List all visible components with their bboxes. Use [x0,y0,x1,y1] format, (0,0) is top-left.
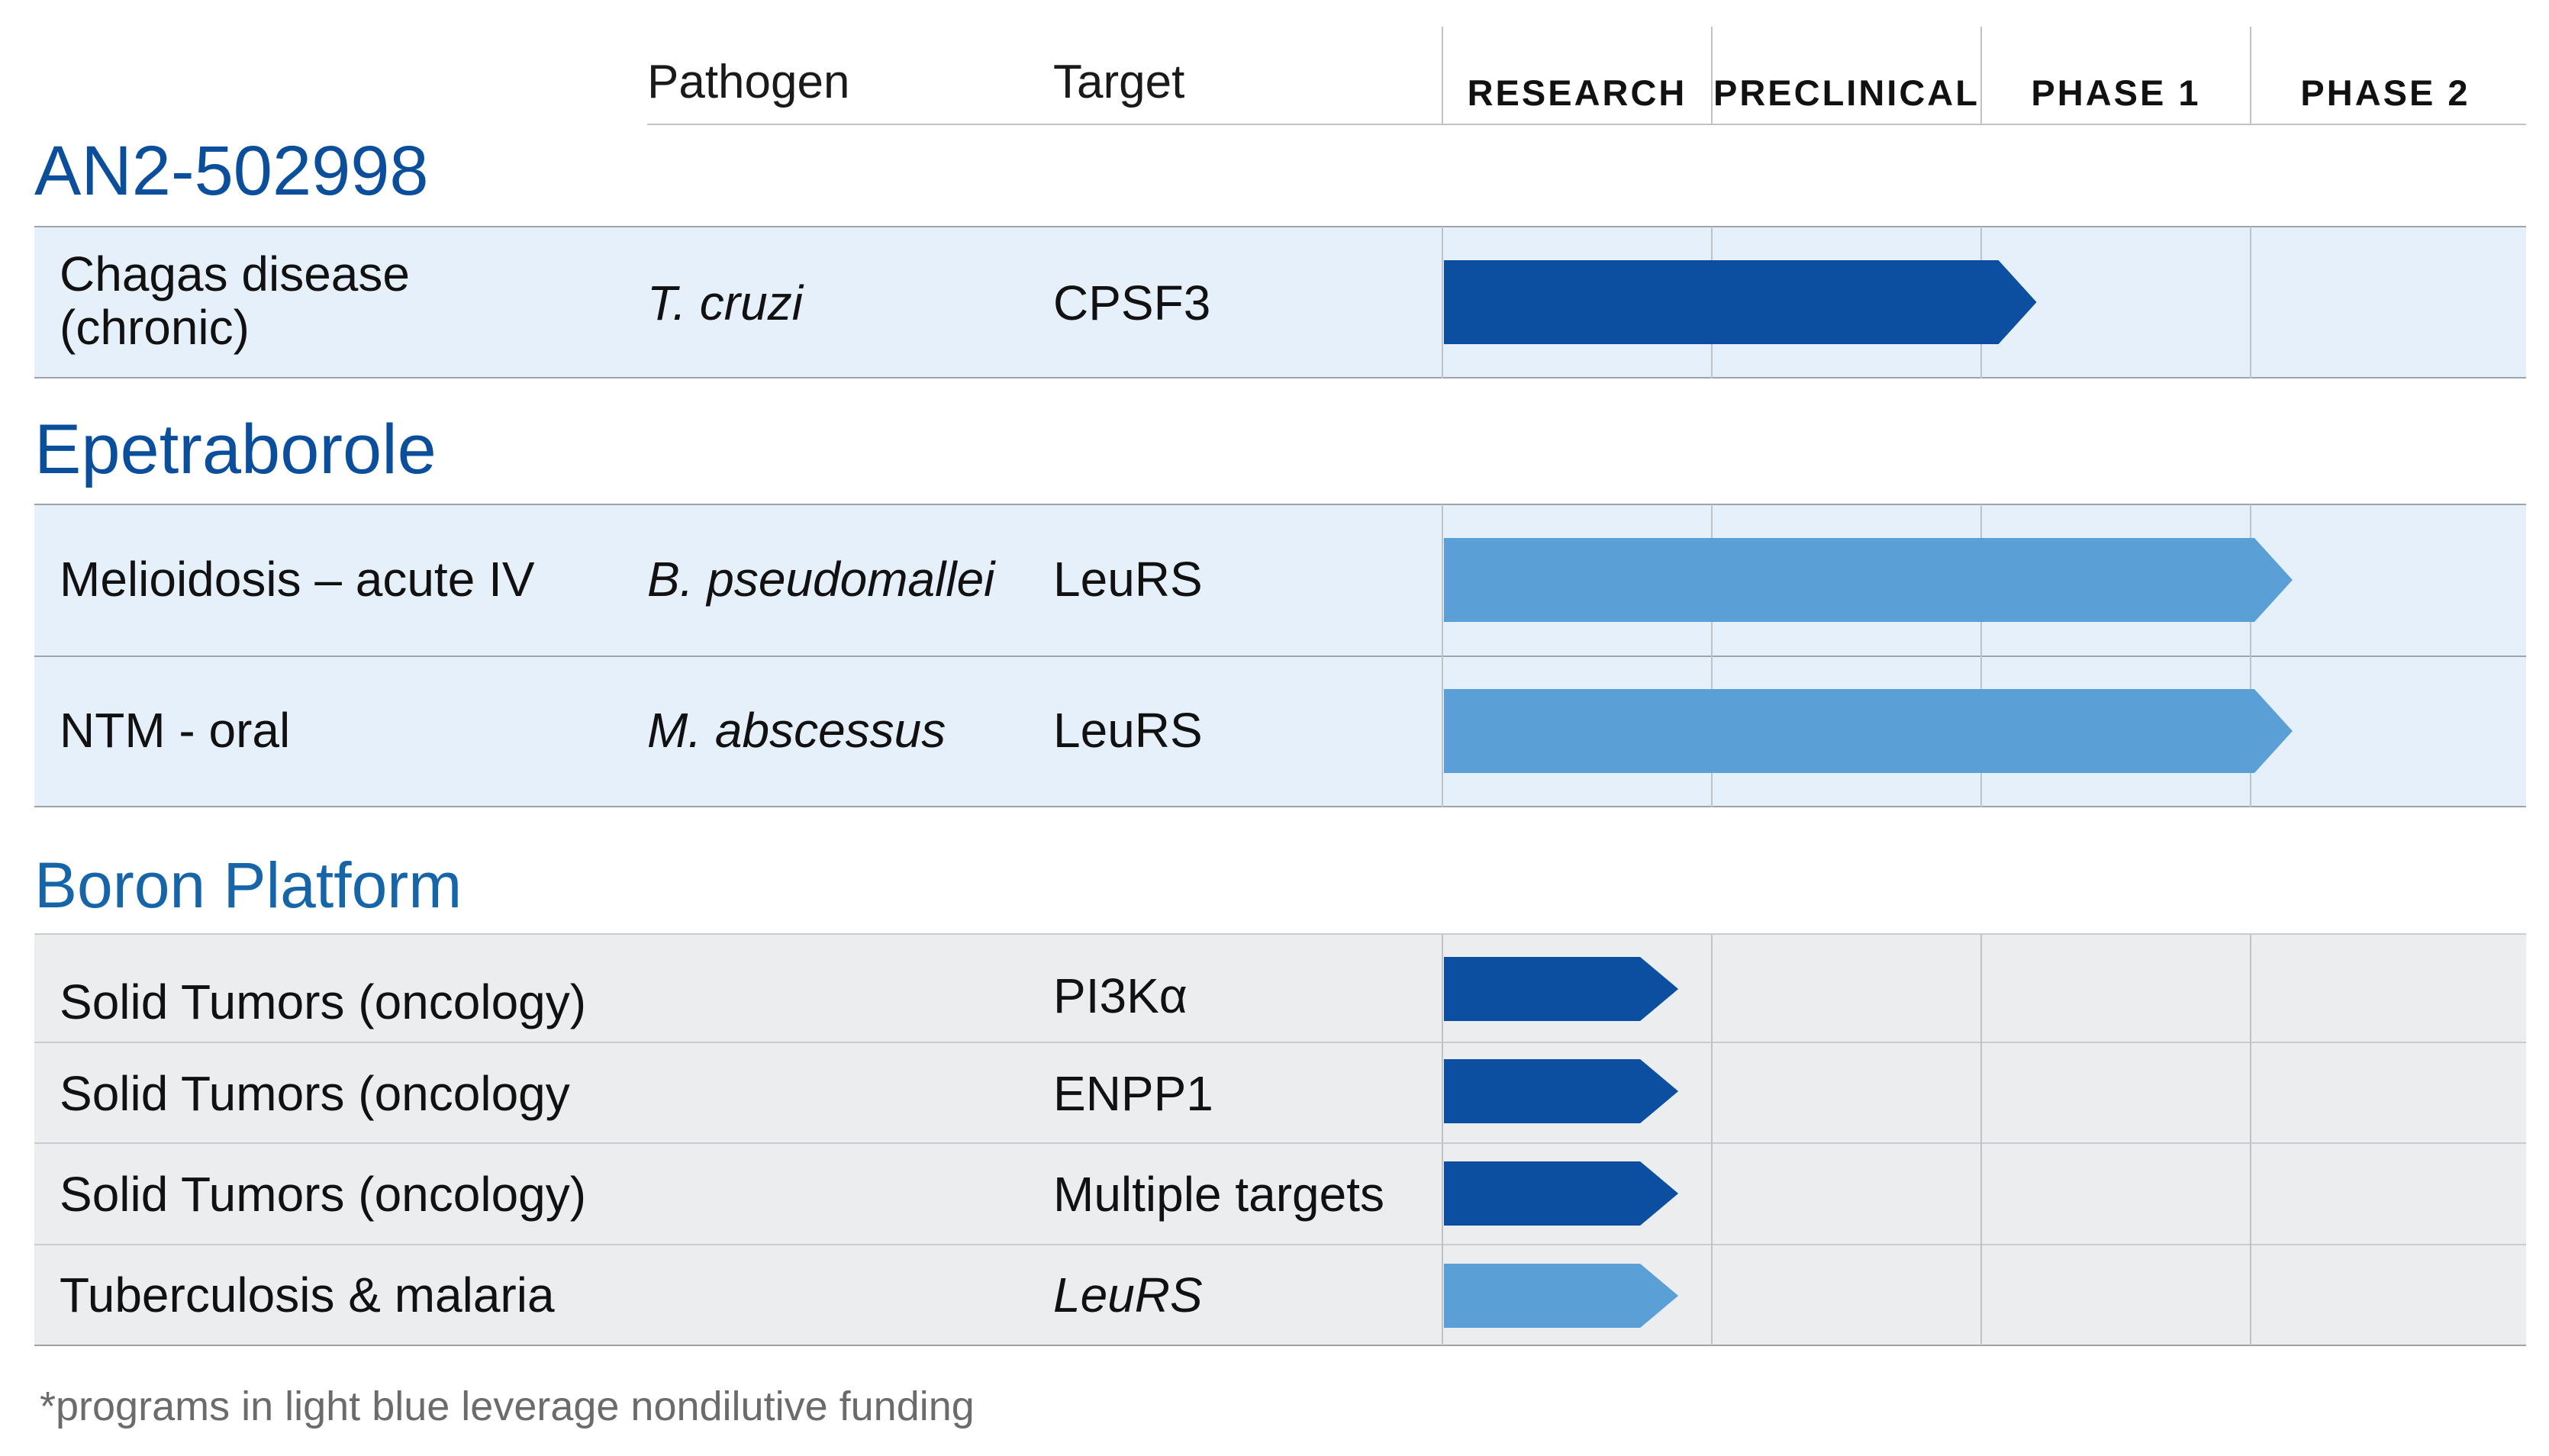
phase-divider [2250,227,2251,378]
target-cell: ENPP1 [1053,1066,1213,1121]
progress-arrow [1444,957,1679,1021]
progress-bar-melioidosis [1444,538,2293,622]
group-title-an2-502998: AN2-502998 [34,132,429,210]
row-top-border [34,933,2526,935]
target-cell: LeuRS [1053,703,1203,758]
phase-header-research: RESEARCH [1467,72,1687,113]
progress-arrow [1444,538,2293,622]
progress-bar-pi3k [1444,957,1679,1021]
target-cell: LeuRS [1053,552,1203,607]
progress-arrow [1444,260,2037,344]
target-column-header: Target [1053,56,1185,108]
header-divider [1442,27,1443,124]
progress-bar-multiple-targets [1444,1161,1679,1226]
phase-divider [1980,934,1982,1345]
phase-header-preclinical: PRECLINICAL [1713,72,1980,113]
progress-arrow [1444,1059,1679,1123]
progress-bar-ntm [1444,689,2293,773]
row-bottom-border [34,377,2526,378]
progress-bar-chagas [1444,260,2037,344]
header-divider [1980,27,1982,124]
row-top-border [34,504,2526,505]
target-cell: CPSF3 [1053,275,1211,330]
target-cell: LeuRS [1053,1268,1203,1322]
phase-divider [1711,504,1713,807]
target-cell: PI3Kα [1053,968,1187,1023]
pathogen-cell: M. abscessus [647,703,946,758]
group-title-epetraborole: Epetraborole [34,411,437,488]
target-cell: Multiple targets [1053,1167,1384,1222]
pathogen-cell: T. cruzi [647,275,803,330]
header-divider [2250,27,2251,124]
phase-divider [1442,227,1443,378]
progress-arrow [1444,1161,1679,1226]
row-bottom-border [34,806,2526,807]
indication-cell: Melioidosis – acute IV [60,552,535,607]
header-underline [647,124,2526,125]
indication-cell: Chagas disease (chronic) [60,246,410,355]
row-divider [34,1244,2526,1245]
row-top-border [34,226,2526,227]
phase-divider [1442,504,1443,807]
row-divider [34,1142,2526,1144]
progress-arrow [1444,1264,1679,1328]
group-band-boron [34,934,2526,1345]
pathogen-column-header: Pathogen [647,56,850,108]
indication-cell: Solid Tumors (oncology) [60,974,587,1029]
phase-divider [1980,504,1982,807]
indication-cell: NTM - oral [60,703,291,758]
indication-cell: Solid Tumors (oncology [60,1066,570,1121]
group-title-boron-platform: Boron Platform [34,849,462,921]
phase-divider [1442,934,1443,1345]
phase-header-phase-1: PHASE 1 [2031,72,2201,113]
progress-bar-enpp1 [1444,1059,1679,1123]
indication-cell: Solid Tumors (oncology) [60,1167,587,1222]
header-divider [1711,27,1713,124]
phase-divider [2250,504,2251,807]
progress-arrow [1444,689,2293,773]
progress-bar-tb-malaria [1444,1264,1679,1328]
pathogen-cell: B. pseudomallei [647,552,995,607]
row-bottom-border [34,1345,2526,1346]
phase-divider [2250,934,2251,1345]
footnote: *programs in light blue leverage nondilu… [40,1384,975,1429]
row-divider [34,656,2526,657]
row-divider [34,1042,2526,1043]
group-band-an2 [34,227,2526,378]
phase-header-phase-2: PHASE 2 [2300,72,2470,113]
phase-divider [1711,934,1713,1345]
indication-cell: Tuberculosis & malaria [60,1268,555,1322]
